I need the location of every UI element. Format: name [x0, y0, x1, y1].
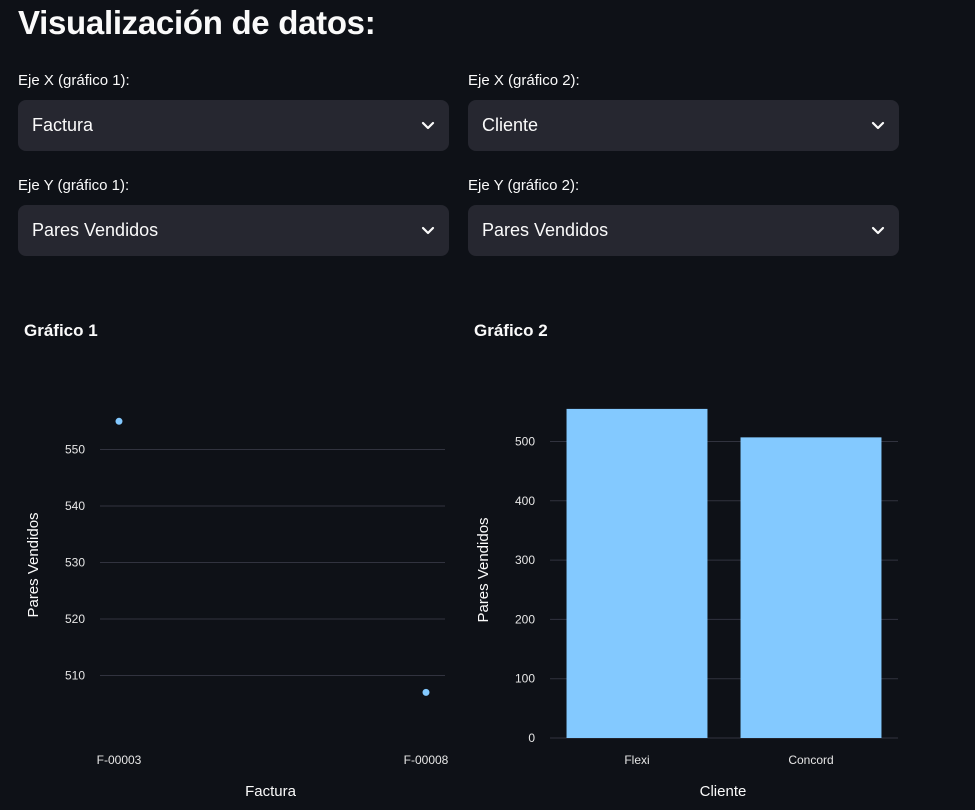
chart1-point: [115, 417, 123, 425]
chart2-bar: [740, 437, 882, 738]
chart1-ytick-label: 550: [65, 443, 85, 457]
x-axis-chart2-value: Cliente: [482, 115, 539, 135]
chevron-down-icon: [871, 119, 885, 133]
chart2-ytick-label: 500: [515, 435, 535, 449]
chart1-ytick-label: 540: [65, 499, 85, 513]
chart2-title: Gráfico 2: [474, 321, 548, 340]
chart1-xtick-label: F-00003: [97, 753, 142, 767]
chevron-down-icon: [871, 224, 885, 238]
chart2-ytick-label: 200: [515, 612, 535, 626]
chart1-point: [422, 688, 430, 696]
y-axis-chart1-select[interactable]: Pares Vendidos: [18, 205, 449, 256]
chart1-ylabel: Pares Vendidos: [25, 512, 42, 617]
chart2-bar: [566, 408, 708, 738]
chart1-ytick-label: 520: [65, 612, 85, 626]
chart2-ytick-label: 0: [528, 731, 535, 745]
page-title: Visualización de datos:: [18, 4, 376, 41]
chart2-bar: 0 100 200 300 400 500 Flexi Concord Cliente Pares…: [475, 408, 898, 800]
x-axis-chart2-label: Eje X (gráfico 2):: [468, 72, 580, 89]
y-axis-chart2-select[interactable]: Pares Vendidos: [468, 205, 899, 256]
chevron-down-icon: [421, 119, 435, 133]
x-axis-chart2-select[interactable]: Cliente: [468, 100, 899, 151]
chart1-xtick-label: F-00008: [404, 753, 449, 767]
x-axis-chart1-label: Eje X (gráfico 1):: [18, 72, 130, 89]
chart1-ytick-label: 510: [65, 668, 85, 682]
x-axis-chart1-select[interactable]: Factura: [18, 100, 449, 151]
chevron-down-icon: [421, 224, 435, 238]
chart2-xtick-label: Flexi: [624, 753, 649, 767]
y-axis-chart1-value: Pares Vendidos: [32, 220, 159, 240]
chart2-xlabel: Cliente: [700, 783, 747, 800]
y-axis-chart1-label: Eje Y (gráfico 1):: [18, 177, 130, 194]
y-axis-chart2-value: Pares Vendidos: [482, 220, 609, 240]
chart2-xtick-label: Concord: [788, 753, 833, 767]
x-axis-chart1-value: Factura: [32, 115, 94, 135]
chart2-ytick-label: 100: [515, 672, 535, 686]
chart1-ytick-label: 530: [65, 556, 85, 570]
chart2-ylabel: Pares Vendidos: [475, 517, 492, 622]
chart2-ytick-label: 300: [515, 553, 535, 567]
chart2-ytick-label: 400: [515, 494, 535, 508]
chart1-scatter: 510 520 530 540 550 F-00003 F-00008 Factura Pare…: [25, 417, 449, 800]
chart1-xlabel: Factura: [245, 783, 297, 800]
y-axis-chart2-label: Eje Y (gráfico 2):: [468, 177, 580, 194]
chart1-title: Gráfico 1: [24, 321, 98, 340]
